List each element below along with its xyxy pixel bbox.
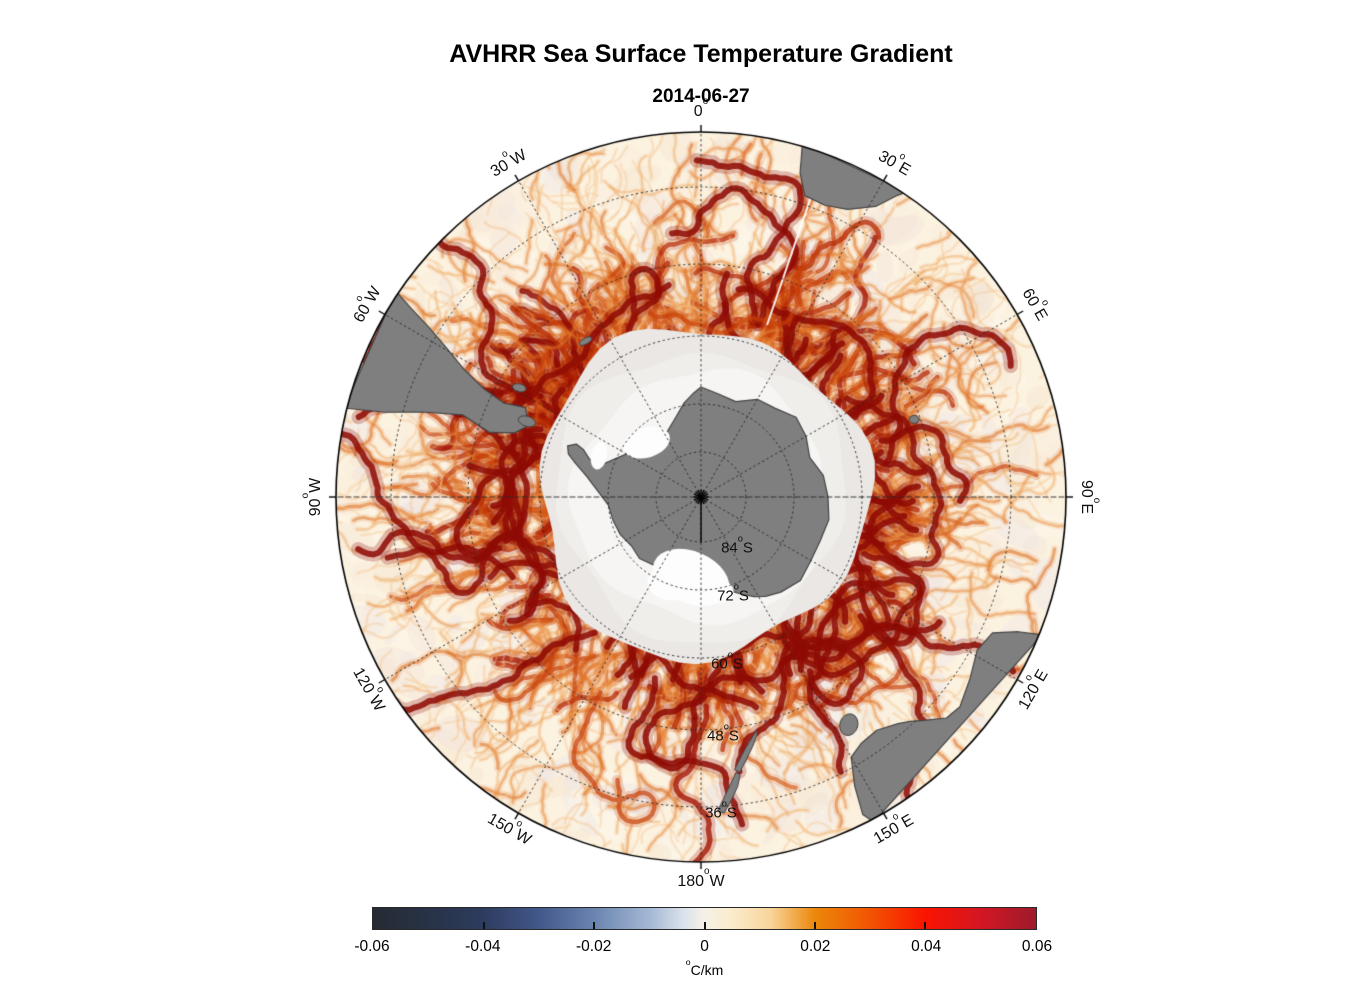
colorbar-tick-label--0.06: -0.06 xyxy=(354,938,390,955)
colorbar-unit: oC/km xyxy=(685,956,724,978)
colorbar-tick xyxy=(592,922,595,929)
colorbar-tick xyxy=(482,922,485,929)
polar-stereographic-map: 0o 30oE 60oE 90oE 120oE 150oE 180oW 150oW 120oW 9… xyxy=(300,97,1102,890)
colorbar-tick-labels: -0.06 -0.04 -0.02 0 0.02 0.04 0.06 xyxy=(354,938,1052,958)
latitude-label-72S: 72oS xyxy=(717,581,749,605)
colorbar-tick-label-0.04: 0.04 xyxy=(911,938,942,955)
meridian-label-90W: 90oW xyxy=(300,477,324,517)
latitude-label-48S: 48oS xyxy=(707,721,739,745)
colorbar-tick-label-0.06: 0.06 xyxy=(1021,938,1053,955)
colorbar-tick-label--0.04: -0.04 xyxy=(465,938,501,955)
latitude-label-60S: 60oS xyxy=(711,649,743,673)
latitude-label-84S: 84oS xyxy=(721,533,753,557)
figure-title: AVHRR Sea Surface Temperature Gradient xyxy=(449,40,953,68)
meridian-label-90E: 90oE xyxy=(1078,480,1102,514)
latitude-label-36S: 36oS xyxy=(705,798,737,822)
colorbar-tick xyxy=(814,922,817,929)
map-canvas xyxy=(322,122,1082,882)
meridian-label-0: 0o xyxy=(693,96,709,120)
colorbar-tick xyxy=(703,922,706,929)
colorbar-tick-label-0.02: 0.02 xyxy=(800,938,831,955)
colorbar-tick xyxy=(924,922,927,929)
colorbar-tick-label--0.02: -0.02 xyxy=(575,938,612,955)
meridian-label-180W: 180oW xyxy=(677,866,725,890)
colorbar xyxy=(372,907,1037,930)
figure-subtitle: 2014-06-27 xyxy=(652,86,750,107)
colorbar-tick-label-0: 0 xyxy=(700,938,709,955)
